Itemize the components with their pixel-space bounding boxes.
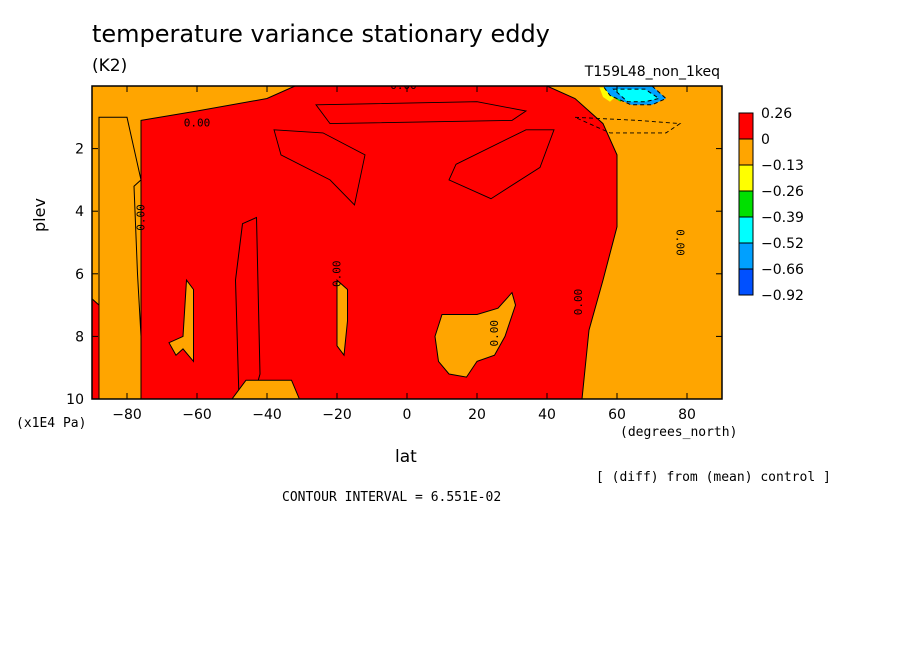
x-tick-label: 80 [678, 407, 696, 423]
units-label: (K2) [92, 56, 128, 76]
contour-label-0: 0.00 [390, 79, 417, 92]
region-orange-4 [231, 379, 300, 399]
region-orange-0 [98, 116, 142, 399]
region-orange-3 [434, 291, 517, 378]
x-tick-label: −40 [252, 407, 282, 423]
x-tick-label: 0 [403, 407, 412, 423]
chart-title: temperature variance stationary eddy [92, 20, 550, 48]
diff-note: [ (diff) from (mean) control ] [596, 470, 831, 485]
colorbar-label: −0.92 [761, 288, 804, 304]
colorbar-label: −0.52 [761, 236, 804, 252]
region-orange-2 [336, 278, 348, 357]
colorbar-label: −0.26 [761, 184, 804, 200]
x-tick-label: 40 [538, 407, 556, 423]
contour-line-1 [273, 129, 366, 206]
region-cyan [612, 88, 661, 103]
colorbar-swatch [738, 112, 754, 140]
contour-label-5: 0.00 [674, 229, 687, 256]
contour-line-3 [574, 116, 682, 134]
colorbar-swatch [738, 138, 754, 166]
region-yellow [599, 87, 617, 102]
x-axis-label: lat [395, 447, 417, 467]
x-tick-label: −80 [112, 407, 142, 423]
contour-line-0 [315, 101, 528, 125]
y-tick-label: 10 [66, 392, 84, 408]
colorbar-label: −0.39 [761, 210, 804, 226]
region-red-1 [140, 86, 618, 399]
y-tick-label: 6 [75, 267, 84, 283]
colorbar-label: 0 [761, 132, 770, 148]
run-label: T159L48_non_1keq [584, 64, 720, 80]
contour-label-4: 0.00 [572, 289, 585, 316]
contour-label-2: 0.00 [331, 261, 344, 288]
x-axis-units: (degrees_north) [620, 425, 738, 440]
region-red-2 [234, 216, 261, 399]
colorbar-label: −0.66 [761, 262, 804, 278]
colorbar-swatch [738, 268, 754, 296]
contour-label-1: 0.00 [135, 204, 148, 231]
colorbar-swatch [738, 164, 754, 192]
x-tick-label: 60 [608, 407, 626, 423]
x-tick-label: 20 [468, 407, 486, 423]
x-tick-label: −20 [322, 407, 352, 423]
colorbar-swatch [738, 216, 754, 244]
x-tick-label: −60 [182, 407, 212, 423]
colorbar-swatch [738, 242, 754, 270]
colorbar-label: 0.26 [761, 106, 792, 122]
contour-label-3: 0.00 [488, 320, 501, 347]
contour-line-2 [448, 129, 555, 200]
colorbar-swatch [738, 190, 754, 218]
y-tick-label: 4 [75, 204, 84, 220]
y-tick-label: 8 [75, 329, 84, 345]
region-orange-1 [168, 278, 194, 363]
contour-interval: CONTOUR INTERVAL = 6.551E-02 [282, 490, 502, 505]
contour-label-6: 0.00 [184, 117, 211, 130]
colorbar-label: −0.13 [761, 158, 804, 174]
y-axis-scale: (x1E4 Pa) [16, 416, 87, 431]
y-tick-label: 2 [75, 142, 84, 158]
